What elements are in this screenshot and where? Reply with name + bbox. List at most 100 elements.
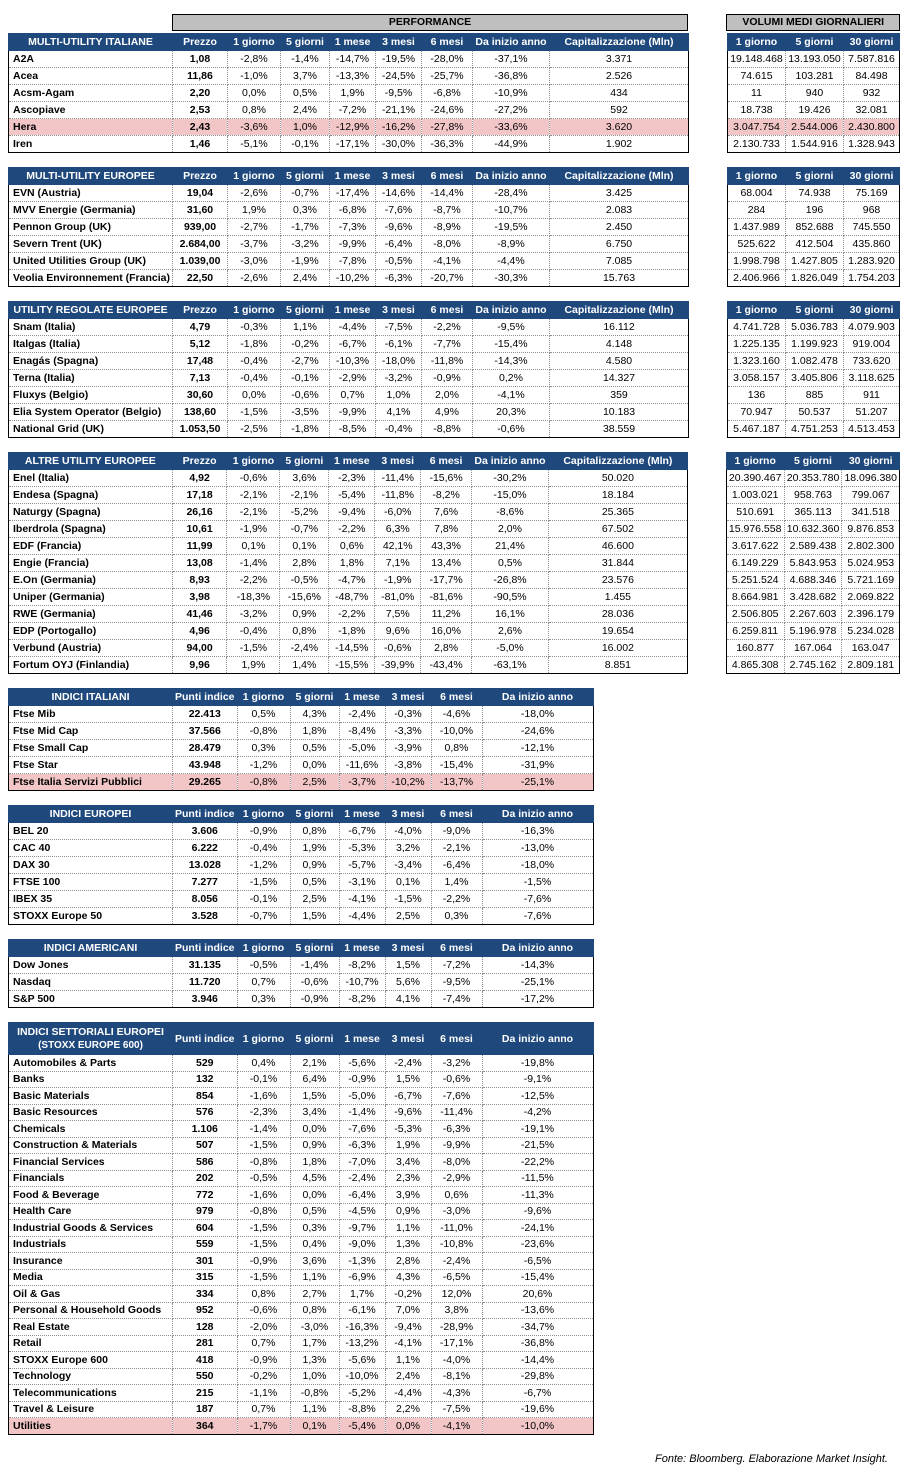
index-name: Construction & Materials bbox=[8, 1136, 173, 1154]
perf-value: -1,0% bbox=[227, 67, 281, 85]
perf-value: -2,7% bbox=[280, 352, 330, 370]
col-header-volume: 1 giorno bbox=[725, 452, 785, 470]
volume-value: 103.281 bbox=[785, 67, 844, 85]
volume-value: 733.620 bbox=[843, 352, 900, 370]
volume-value: 1.427.805 bbox=[785, 252, 844, 270]
perf-value: -3,0% bbox=[430, 1202, 483, 1220]
table-row: 525.622 412.504 435.860 bbox=[727, 235, 900, 253]
perf-value: -0,8% bbox=[236, 1202, 291, 1220]
col-header-period: 3 mesi bbox=[375, 33, 422, 51]
perf-value: -9,0% bbox=[338, 1235, 386, 1253]
perf-value: -1,5% bbox=[227, 403, 281, 421]
table-row: STOXX Europe 600 418 -0,9% 1,3% -5,6% 1,1% -4,… bbox=[8, 1351, 594, 1369]
perf-value: 3,7% bbox=[280, 67, 330, 85]
index-name: Food & Beverage bbox=[8, 1186, 173, 1204]
perf-value: -2,6% bbox=[227, 184, 281, 202]
table-row: 510.691 365.113 341.518 bbox=[725, 503, 900, 521]
table-row: Endesa (Spagna) 17,18 -2,1% -2,1% -5,4% -11,8… bbox=[8, 486, 688, 504]
price-value: 939,00 bbox=[172, 218, 228, 236]
col-header-volume: 30 giorni bbox=[843, 33, 900, 51]
volume-value: 163.047 bbox=[841, 639, 900, 657]
perf-value: -4,0% bbox=[384, 822, 432, 840]
perf-value: -6,0% bbox=[374, 503, 422, 521]
table-row: Industrial Goods & Services 604 -1,5% 0,3% -… bbox=[8, 1219, 594, 1237]
col-header-points: Punti indice bbox=[172, 688, 238, 706]
perf-value: -1,4% bbox=[226, 554, 281, 572]
stock-table-group: UTILITY REGOLATE EUROPEE Prezzo 1 giorno 5 … bbox=[8, 301, 900, 438]
perf-value: -11,4% bbox=[374, 469, 422, 487]
volume-value: 5.721.169 bbox=[841, 571, 900, 589]
table-title: UTILITY REGOLATE EUROPEE bbox=[8, 301, 173, 319]
perf-value: -8,4% bbox=[338, 722, 386, 740]
perf-value: -13,2% bbox=[338, 1334, 386, 1352]
perf-value: -2,2% bbox=[226, 571, 281, 589]
perf-value: -9,6% bbox=[384, 1103, 432, 1121]
perf-value: 43,3% bbox=[420, 537, 473, 555]
perf-value: -19,8% bbox=[481, 1054, 594, 1072]
table-header-row: UTILITY REGOLATE EUROPEE Prezzo 1 giorno 5 … bbox=[8, 301, 689, 319]
index-name: Ftse Small Cap bbox=[8, 739, 173, 757]
table-row: EDF (Francia) 11,99 0,1% 0,1% 0,6% 42,1% 43,3%… bbox=[8, 537, 688, 555]
perf-value: -7,7% bbox=[421, 335, 473, 353]
volume-value: 10.632.360 bbox=[783, 520, 843, 538]
col-header-period: 3 mesi bbox=[374, 452, 422, 470]
perf-value: -9,1% bbox=[481, 1070, 594, 1088]
col-header-period: 3 mesi bbox=[375, 167, 422, 185]
perf-value: -3,2% bbox=[375, 369, 422, 387]
perf-value: -9,9% bbox=[329, 235, 376, 253]
table-row: 68.004 74.938 75.169 bbox=[727, 184, 900, 202]
col-header-period: 6 mesi bbox=[421, 167, 473, 185]
perf-value: -19,6% bbox=[481, 1400, 594, 1418]
security-name: E.On (Germania) bbox=[8, 571, 173, 589]
perf-value: -9,4% bbox=[328, 503, 376, 521]
perf-value: -18,0% bbox=[375, 352, 422, 370]
table-row: 160.877 167.064 163.047 bbox=[725, 639, 900, 657]
price-value: 94,00 bbox=[171, 639, 228, 657]
perf-value: 1,1% bbox=[384, 1351, 432, 1369]
perf-value: 2,5% bbox=[289, 890, 340, 908]
cap-value: 4.580 bbox=[549, 352, 689, 370]
perf-value: 0,1% bbox=[226, 537, 281, 555]
perf-value: -0,9% bbox=[421, 369, 473, 387]
points-value: 418 bbox=[172, 1351, 238, 1369]
perf-value: 0,1% bbox=[289, 1417, 340, 1435]
perf-value: -28,0% bbox=[421, 50, 473, 68]
perf-value: -26,8% bbox=[471, 571, 549, 589]
perf-value: -36,3% bbox=[421, 135, 473, 153]
perf-value: -33,6% bbox=[472, 118, 550, 136]
volume-value: 1.199.923 bbox=[785, 335, 844, 353]
table-row: Ftse Mib 22.413 0,5% 4,3% -2,4% -0,3% -4,6% -18… bbox=[8, 705, 594, 723]
volumes-header: VOLUMI MEDI GIORNALIERI bbox=[726, 14, 900, 31]
perf-value: -1,9% bbox=[226, 520, 281, 538]
volume-value: 3.617.622 bbox=[725, 537, 785, 555]
points-value: 31.135 bbox=[172, 956, 238, 974]
volume-value: 15.976.558 bbox=[725, 520, 785, 538]
perf-value: 2,6% bbox=[471, 622, 549, 640]
perf-value: 1,9% bbox=[227, 201, 281, 219]
perf-value: -1,5% bbox=[384, 890, 432, 908]
perf-value: 0,0% bbox=[384, 1417, 432, 1435]
perf-value: -15,5% bbox=[328, 656, 376, 674]
price-value: 10,61 bbox=[171, 520, 228, 538]
perf-value: -10,8% bbox=[430, 1235, 483, 1253]
index-name: Chemicals bbox=[8, 1120, 173, 1138]
col-header-volume: 5 giorni bbox=[785, 167, 844, 185]
col-header-period: 3 mesi bbox=[384, 688, 432, 706]
perf-value: -1,3% bbox=[338, 1252, 386, 1270]
perf-value: -0,1% bbox=[280, 369, 330, 387]
perf-value: -5,7% bbox=[338, 856, 386, 874]
perf-value: -0,6% bbox=[289, 973, 340, 991]
volume-value: 365.113 bbox=[783, 503, 843, 521]
perf-value: -8,2% bbox=[338, 956, 386, 974]
cap-value: 18.184 bbox=[548, 486, 688, 504]
perf-value: 0,9% bbox=[279, 605, 330, 623]
security-name: Fluxys (Belgio) bbox=[8, 386, 173, 404]
perf-value: -1,1% bbox=[236, 1384, 291, 1402]
perf-value: -5,4% bbox=[338, 1417, 386, 1435]
table-row: 2.506.805 2.267.603 2.396.179 bbox=[725, 605, 900, 623]
perf-value: 0,7% bbox=[236, 973, 291, 991]
perf-value: -27,2% bbox=[472, 101, 550, 119]
perf-value: -4,3% bbox=[430, 1384, 483, 1402]
perf-value: -0,6% bbox=[472, 420, 550, 438]
col-header-period: 1 mese bbox=[328, 452, 376, 470]
